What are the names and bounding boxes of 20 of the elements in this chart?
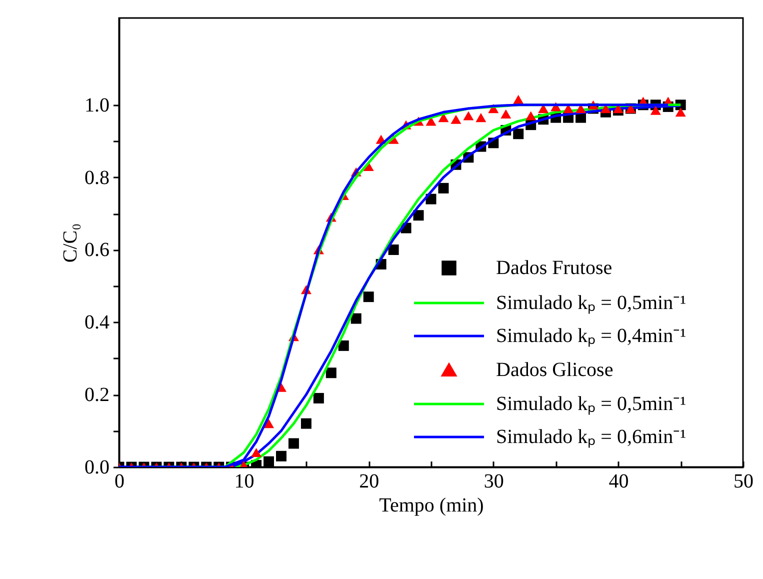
y-tick-label: 1.0 (84, 94, 110, 116)
legend-label: Simulado kₚ = 0,5min⁻¹ (496, 292, 686, 314)
x-axis-title: Tempo (min) (379, 494, 484, 516)
legend-label: Simulado kₚ = 0,6min⁻¹ (496, 426, 686, 448)
y-tick-label: 0.6 (84, 239, 110, 262)
y-tick-label: 0.0 (84, 456, 110, 478)
x-tick-label: 30 (484, 470, 504, 492)
legend-label: Dados Glicose (496, 359, 614, 381)
legend-label: Simulado kₚ = 0,5min⁻¹ (496, 393, 686, 415)
x-tick-label: 20 (359, 470, 380, 492)
legend-label: Dados Frutose (496, 257, 612, 279)
y-tick-label: 0.4 (84, 312, 110, 334)
x-tick-label: 10 (234, 470, 254, 492)
x-tick-label: 50 (734, 470, 754, 492)
x-tick-label: 0 (114, 470, 124, 492)
x-tick-label: 40 (608, 470, 629, 492)
y-tick-label: 0.2 (84, 384, 110, 406)
y-tick-label: 0.8 (84, 166, 110, 189)
legend-label: Simulado kₚ = 0,4min⁻¹ (496, 325, 686, 347)
y-axis-title: C/C₀ (60, 223, 82, 263)
